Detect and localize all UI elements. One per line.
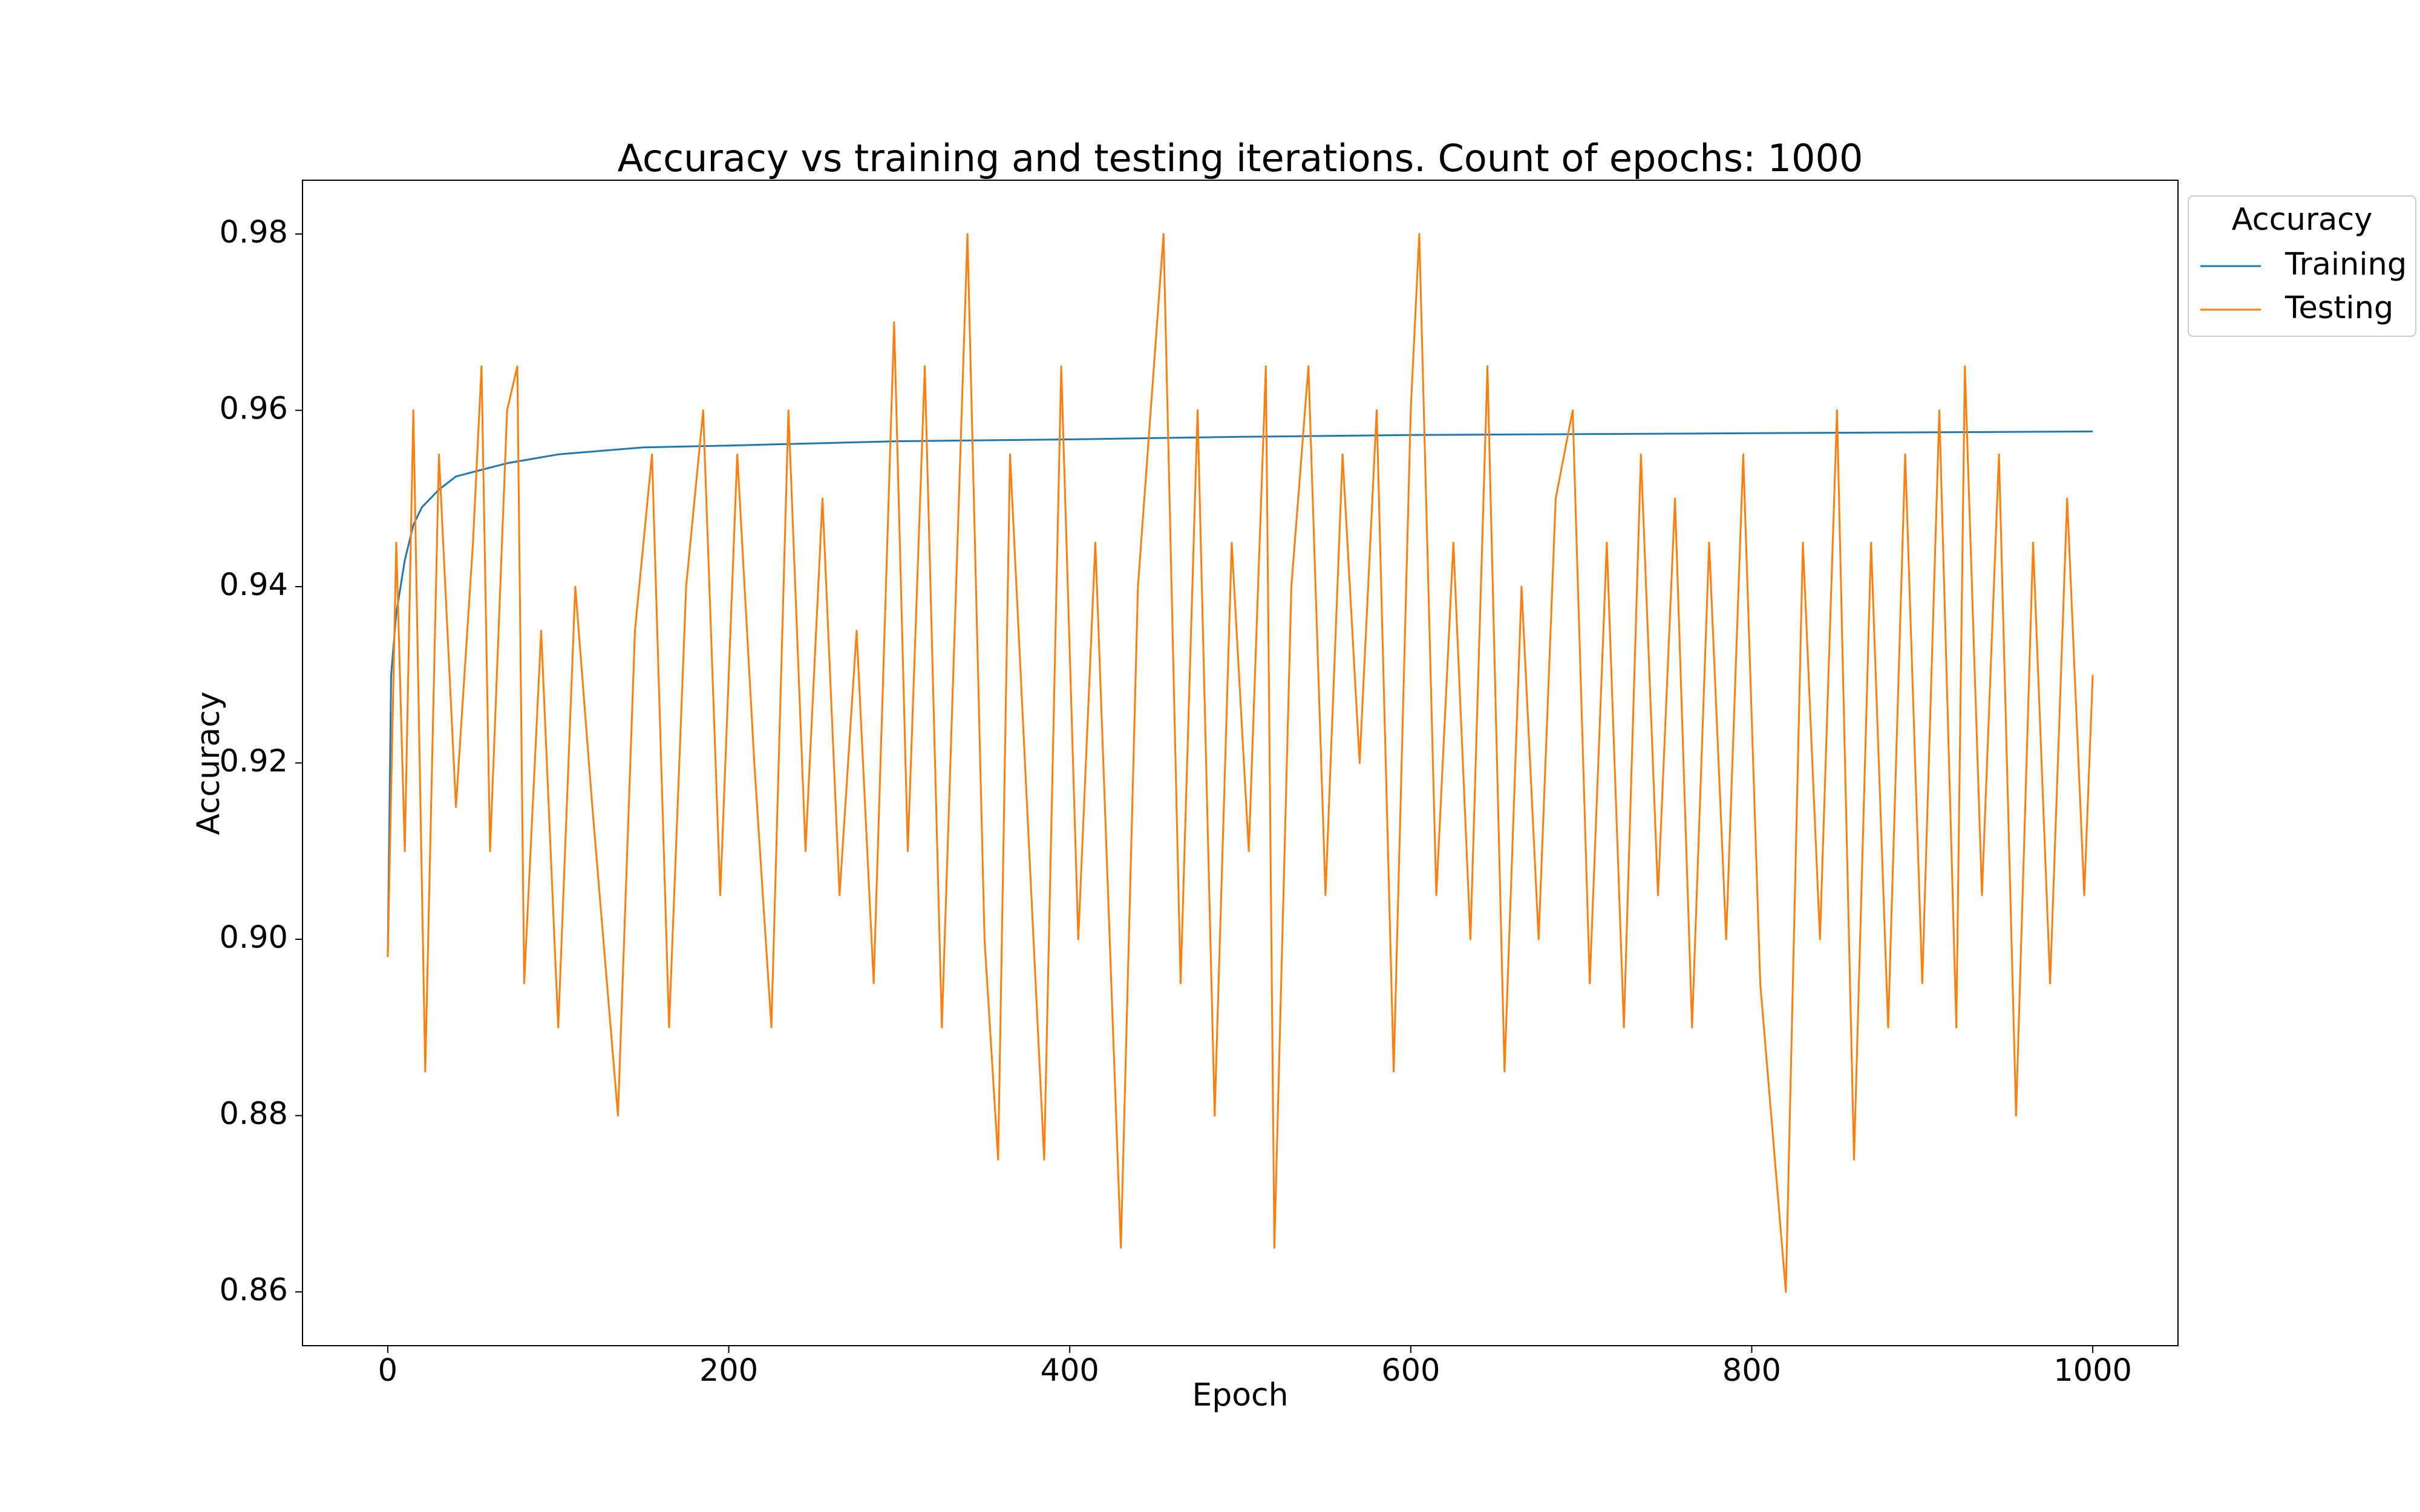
legend: Accuracy Training Testing: [2188, 195, 2416, 337]
y-tick-label: 0.86: [219, 1272, 288, 1308]
x-tick-label: 200: [699, 1353, 758, 1389]
y-tick-label: 0.90: [219, 920, 288, 956]
x-tick-label: 400: [1041, 1353, 1099, 1389]
y-tick-label: 0.96: [219, 391, 288, 426]
chart-title: Accuracy vs training and testing iterati…: [618, 136, 1863, 180]
x-tick-label: 800: [1722, 1353, 1781, 1389]
legend-label: Training: [2284, 247, 2407, 282]
x-tick-label: 0: [378, 1353, 397, 1389]
legend-label: Testing: [2284, 290, 2393, 326]
y-tick-label: 0.94: [219, 567, 288, 603]
line-series: [387, 430, 2093, 957]
y-tick-label: 0.92: [219, 744, 288, 780]
y-tick-label: 0.88: [219, 1097, 288, 1132]
line-series: [387, 233, 2094, 1293]
plot-frame: [302, 180, 2179, 1346]
y-axis-label: Accuracy: [191, 691, 227, 835]
x-axis-label: Epoch: [1192, 1377, 1288, 1413]
x-tick-label: 1000: [2053, 1353, 2132, 1389]
x-tick-label: 600: [1381, 1353, 1440, 1389]
legend-title: Accuracy: [2232, 202, 2373, 238]
y-tick-label: 0.98: [219, 215, 288, 250]
legend-box: [2188, 195, 2416, 337]
